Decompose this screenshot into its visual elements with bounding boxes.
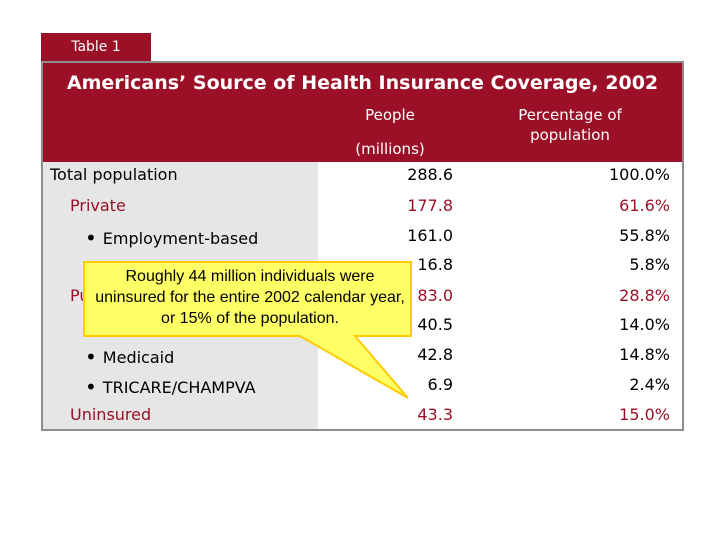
row-label: • Employment-based [85, 226, 258, 250]
percentage-column-header: Percentage of population [518, 106, 622, 144]
bullet-icon: • [85, 226, 97, 250]
row-label-text: Employment-based [102, 229, 259, 248]
percentage-value: 61.6% [619, 196, 670, 215]
row-label: Private [70, 196, 126, 215]
callout-text: Roughly 44 million individuals were unin… [95, 268, 405, 327]
percentage-value: 2.4% [629, 375, 670, 394]
people-value: 43.3 [417, 405, 453, 424]
people-value: 6.9 [427, 375, 453, 394]
percentage-value: 55.8% [619, 226, 670, 245]
row-label: Uninsured [70, 405, 152, 424]
table-tab-label: Table 1 [41, 33, 151, 61]
table-row: • Medicaid 42.8 14.8% [0, 345, 720, 373]
percentage-value: 14.0% [619, 315, 670, 334]
people-value: 16.8 [417, 255, 453, 274]
header-band [43, 103, 682, 162]
people-value: 161.0 [407, 226, 453, 245]
row-label-text: Medicaid [102, 348, 175, 367]
people-value: 42.8 [417, 345, 453, 364]
people-column-header: People [365, 106, 415, 124]
people-value: 83.0 [417, 286, 453, 305]
percentage-value: 14.8% [619, 345, 670, 364]
people-value: 177.8 [407, 196, 453, 215]
row-label: • Medicaid [85, 345, 174, 369]
table-row: Uninsured 43.3 15.0% [0, 405, 720, 433]
table-row: Total population 288.6 100.0% [0, 165, 720, 193]
table-row: • Employment-based 161.0 55.8% [0, 226, 720, 254]
table-title: Americans’ Source of Health Insurance Co… [43, 63, 682, 103]
bullet-icon: • [85, 375, 97, 399]
people-value: 40.5 [417, 315, 453, 334]
people-column-unit: (millions) [355, 140, 425, 158]
percentage-value: 5.8% [629, 255, 670, 274]
table-row: • TRICARE/CHAMPVA 6.9 2.4% [0, 375, 720, 403]
bullet-icon: • [85, 345, 97, 369]
people-value: 288.6 [407, 165, 453, 184]
percentage-value: 15.0% [619, 405, 670, 424]
row-label: • TRICARE/CHAMPVA [85, 375, 256, 399]
percentage-value: 28.8% [619, 286, 670, 305]
row-label: Total population [50, 165, 178, 184]
row-label-text: TRICARE/CHAMPVA [102, 378, 256, 397]
percentage-value: 100.0% [608, 165, 670, 184]
table-row: Private 177.8 61.6% [0, 196, 720, 224]
